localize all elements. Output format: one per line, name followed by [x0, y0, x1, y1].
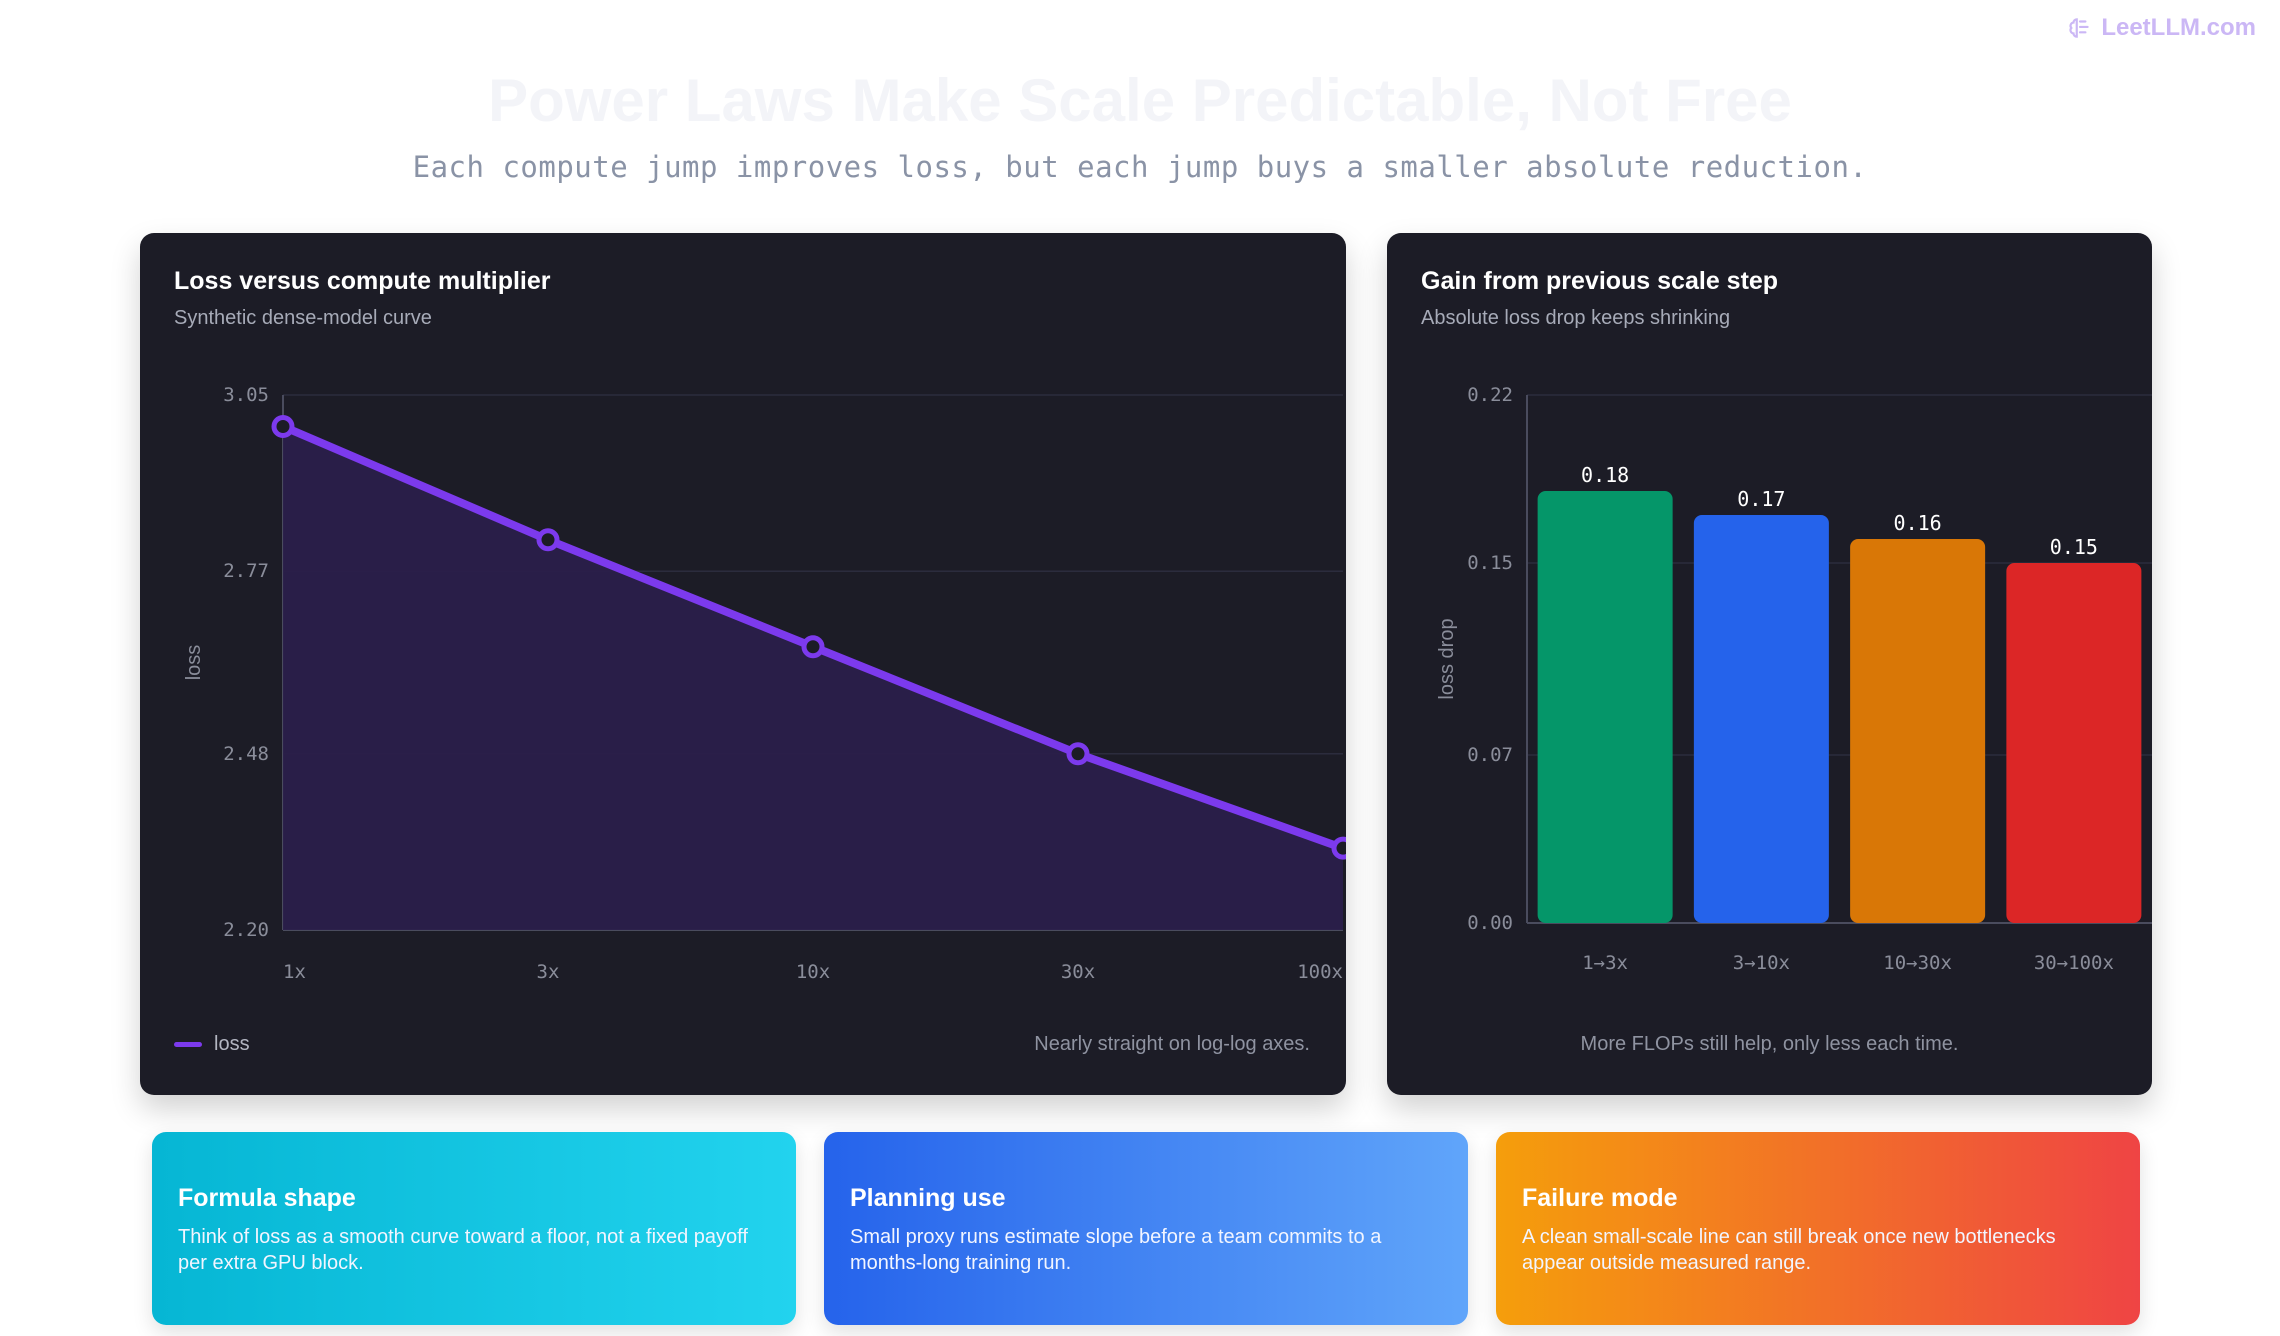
x-tick-label: 100x	[1297, 961, 1343, 983]
x-tick-label: 10x	[796, 961, 830, 983]
bar-value-label: 0.15	[2050, 535, 2098, 559]
info-card-planning-use: Planning use Small proxy runs estimate s…	[824, 1132, 1468, 1325]
y-tick-label: 0.15	[1467, 552, 1513, 574]
y-tick-label: 0.00	[1467, 912, 1513, 934]
loss-point	[271, 414, 295, 438]
info-card-body: Think of loss as a smooth curve toward a…	[178, 1226, 748, 1274]
loss-line-chart: 3.05 2.77 2.48 2.20 1x 3x 10x 30x 100x loss	[183, 384, 1346, 983]
y-tick-label: 0.07	[1467, 744, 1513, 766]
info-card-title: Failure mode	[1522, 1184, 1678, 1212]
page-subtitle: Each compute jump improves loss, but eac…	[412, 150, 1868, 184]
info-card-title: Formula shape	[178, 1184, 356, 1212]
gain-bar	[1850, 539, 1986, 923]
x-tick-label: 1x	[283, 961, 306, 983]
loss-area	[283, 426, 1343, 930]
gain-chart-subtitle: Absolute loss drop keeps shrinking	[1421, 307, 1731, 329]
loss-chart-card: 3.05 2.77 2.48 2.20 1x 3x 10x 30x 100x loss Loss …	[140, 233, 1346, 1095]
y-tick-label: 0.22	[1467, 384, 1513, 406]
gain-chart-card: 0.22 0.15 0.07 0.00 loss drop 0.18 1→3x 0.17 3→1…	[1387, 233, 2152, 1095]
y-tick-label: 3.05	[223, 384, 269, 406]
gain-bar	[2006, 563, 2142, 923]
loss-legend-swatch	[174, 1042, 202, 1047]
loss-chart-note: Nearly straight on log-log axes.	[1034, 1033, 1310, 1055]
info-card-body: A clean small-scale line can still break…	[1522, 1226, 2056, 1274]
gain-bar	[1693, 515, 1829, 923]
x-tick-label: 1→3x	[1582, 952, 1628, 974]
brand-label: LeetLLM.com	[2101, 14, 2256, 41]
brain-icon	[2069, 18, 2089, 38]
info-card-formula-shape: Formula shape Think of loss as a smooth …	[152, 1132, 796, 1325]
x-tick-label: 30x	[1061, 961, 1095, 983]
x-tick-label: 10→30x	[1883, 952, 1952, 974]
loss-chart-subtitle: Synthetic dense-model curve	[174, 307, 432, 329]
x-tick-label: 3→10x	[1733, 952, 1790, 974]
bar-value-label: 0.18	[1581, 463, 1629, 487]
loss-point	[1331, 836, 1346, 860]
y-axis-label: loss	[183, 645, 205, 681]
gain-chart-note: More FLOPs still help, only less each ti…	[1580, 1033, 1959, 1055]
y-axis-label: loss drop	[1436, 618, 1458, 699]
loss-chart-title: Loss versus compute multiplier	[174, 267, 551, 295]
loss-legend-label: loss	[214, 1033, 250, 1055]
bar-value-label: 0.17	[1737, 487, 1785, 511]
info-card-failure-mode: Failure mode A clean small-scale line ca…	[1496, 1132, 2140, 1325]
page-title: Power Laws Make Scale Predictable, Not F…	[488, 67, 1792, 134]
info-card-title: Planning use	[850, 1184, 1006, 1212]
gain-bar-chart: 0.22 0.15 0.07 0.00 loss drop 0.18 1→3x 0.17 3→1…	[1436, 384, 2152, 974]
brand-logo[interactable]: LeetLLM.com	[2067, 14, 2256, 42]
y-tick-label: 2.77	[223, 560, 269, 582]
info-card-body: Small proxy runs estimate slope before a…	[850, 1226, 1382, 1274]
gain-chart-title: Gain from previous scale step	[1421, 267, 1779, 295]
loss-point	[536, 528, 560, 552]
y-tick-label: 2.48	[223, 743, 269, 765]
x-tick-label: 30→100x	[2034, 952, 2114, 974]
y-tick-label: 2.20	[223, 919, 269, 941]
x-tick-label: 3x	[537, 961, 560, 983]
loss-point	[801, 635, 825, 659]
gain-bar	[1537, 491, 1673, 923]
loss-legend: loss	[174, 1033, 250, 1056]
bar-value-label: 0.16	[1894, 511, 1942, 535]
loss-point	[1066, 742, 1090, 766]
